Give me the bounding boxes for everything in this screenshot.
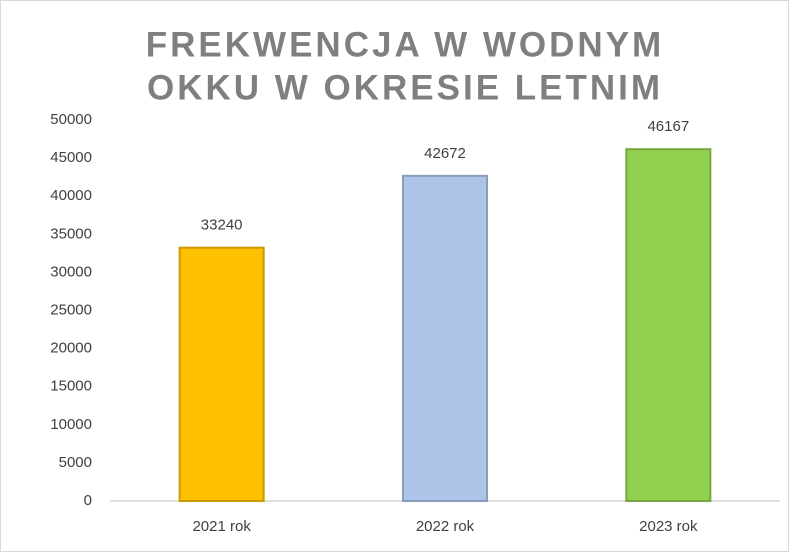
x-tick-label: 2021 rok	[192, 518, 251, 535]
data-label: 33240	[201, 217, 243, 234]
bar	[625, 148, 712, 502]
y-tick-label: 35000	[50, 225, 92, 242]
y-tick-label: 15000	[50, 378, 92, 395]
chart-title: OKKU W OKRESIE LETNIM	[147, 68, 663, 107]
bar	[402, 174, 488, 502]
y-tick-label: 50000	[50, 111, 92, 128]
y-tick-label: 20000	[50, 340, 92, 357]
y-tick-label: 5000	[59, 454, 92, 471]
chart-title: FREKWENCJA W WODNYM	[146, 25, 664, 64]
y-tick-label: 10000	[50, 416, 92, 433]
y-tick-label: 40000	[50, 187, 92, 204]
x-tick-label: 2022 rok	[416, 518, 475, 535]
y-tick-label: 45000	[50, 149, 92, 166]
y-tick-label: 30000	[50, 263, 92, 280]
y-tick-label: 25000	[50, 301, 92, 318]
data-label: 42672	[424, 145, 466, 162]
x-tick-label: 2023 rok	[639, 518, 698, 535]
y-tick-label: 0	[84, 492, 92, 509]
bar	[178, 246, 265, 502]
data-label: 46167	[647, 118, 689, 135]
